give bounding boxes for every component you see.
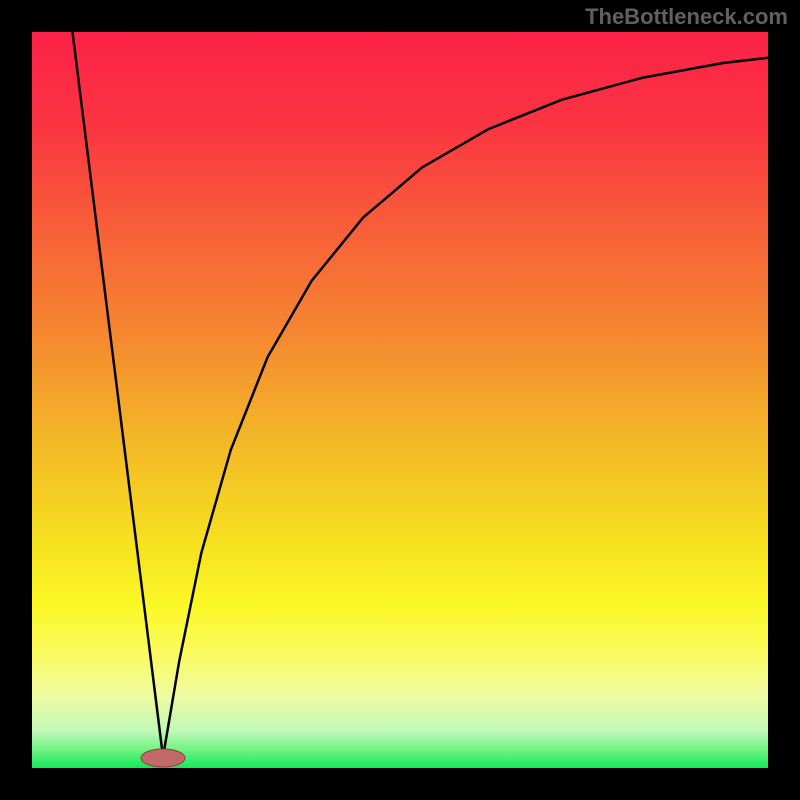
watermark-text: TheBottleneck.com	[585, 4, 788, 30]
chart-svg	[32, 32, 768, 768]
gradient-background	[32, 32, 768, 768]
vertex-marker	[141, 749, 185, 767]
chart-container: TheBottleneck.com	[0, 0, 800, 800]
plot-area	[32, 32, 768, 768]
